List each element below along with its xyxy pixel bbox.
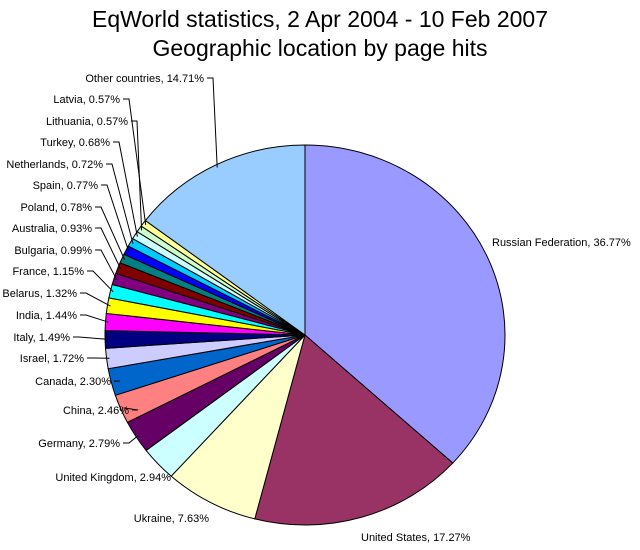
chart-title: EqWorld statistics, 2 Apr 2004 - 10 Feb …: [92, 6, 548, 32]
leader-line: [95, 206, 126, 260]
leader-line: [131, 120, 143, 231]
leader-line: [123, 434, 139, 444]
slice-label: Belarus, 1.32%: [2, 288, 77, 300]
leader-line: [123, 98, 147, 225]
leader-line: [106, 163, 134, 244]
leader-line: [87, 270, 114, 293]
slice-label: Netherlands, 0.72%: [6, 159, 103, 171]
slice-label: India, 1.44%: [16, 310, 77, 322]
leader-line: [95, 249, 118, 280]
slice-label: Germany, 2.79%: [38, 438, 120, 450]
chart-subtitle: Geographic location by page hits: [152, 35, 488, 61]
leader-line: [73, 336, 109, 340]
leader-line: [80, 292, 111, 307]
slice-label: Turkey, 0.68%: [40, 137, 110, 149]
slice-label: Lithuania, 0.57%: [46, 116, 128, 128]
slice-label: Russian Federation, 36.77%: [492, 237, 631, 249]
leader-line: [113, 141, 138, 237]
pie-slice: [144, 144, 306, 336]
pie-slice: [170, 334, 306, 520]
slice-label: United Kingdom, 2.94%: [55, 472, 171, 484]
leader-line: [95, 227, 122, 270]
slice-label: Spain, 0.77%: [33, 180, 99, 192]
slice-label: Israel, 1.72%: [20, 353, 84, 365]
slice-label: United States, 17.27%: [361, 532, 471, 544]
slice-label: Australia, 0.93%: [12, 223, 92, 235]
slice-label: Other countries, 14.71%: [85, 73, 204, 85]
slice-label: China, 2.46%: [63, 405, 129, 417]
slice-label: France, 1.15%: [12, 266, 84, 278]
slice-label: Ukraine, 7.63%: [134, 513, 209, 525]
slice-label: Canada, 2.30%: [35, 376, 111, 388]
slice-label: Bulgaria, 0.99%: [14, 245, 92, 257]
leader-line: [80, 314, 109, 323]
slice-label: Poland, 0.78%: [20, 202, 92, 214]
leader-line: [101, 184, 130, 252]
leader-line: [207, 77, 218, 168]
leader-line: [123, 407, 139, 411]
slice-label: Latvia, 0.57%: [53, 94, 120, 106]
pie-slice: [304, 144, 506, 464]
slice-label: Italy, 1.49%: [13, 332, 70, 344]
pie-slice: [254, 334, 454, 526]
